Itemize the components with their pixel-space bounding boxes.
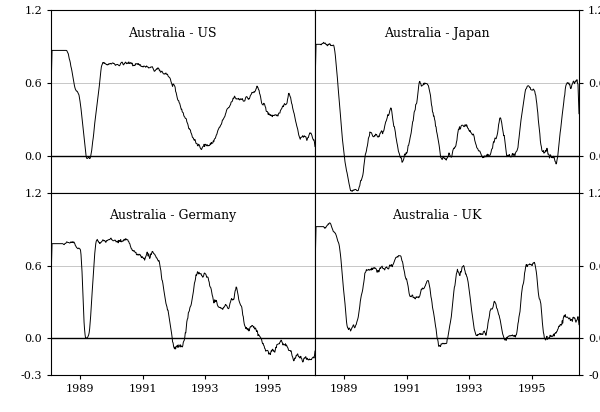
Text: Australia - US: Australia - US (128, 27, 217, 40)
Text: Australia - Germany: Australia - Germany (109, 209, 236, 222)
Text: Australia - UK: Australia - UK (392, 209, 481, 222)
Text: Australia - Japan: Australia - Japan (383, 27, 489, 40)
